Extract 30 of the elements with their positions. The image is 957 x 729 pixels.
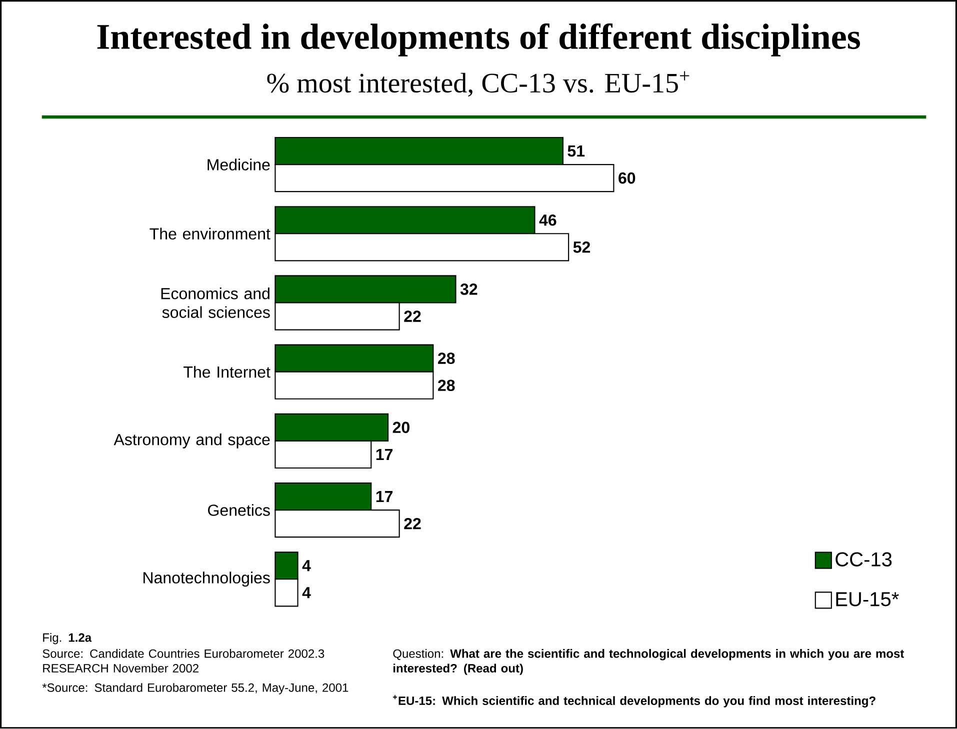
data-label: 22	[404, 310, 421, 322]
data-label: 60	[618, 172, 636, 184]
text: $^{+}$EU-15: Which scientific and technical developments do you find most interesting?	[392, 695, 876, 708]
y-tick-label: Genetics	[208, 504, 270, 516]
data-label: 17	[376, 449, 393, 460]
y-tick-label: Nanotechnologies	[144, 572, 270, 587]
data-label: 28	[438, 352, 455, 364]
data-label: 17	[376, 491, 393, 502]
data-label: 46	[539, 214, 556, 226]
text: Question: What are the scientific and technological developments in which you are most interested? (Read out)	[393, 649, 904, 676]
data-label: 20	[392, 422, 410, 434]
data-label: 52	[573, 242, 590, 253]
text: *Source: Standard Eurobarometer 55.2, May-June, 2001	[42, 683, 348, 694]
data-label: 4	[302, 560, 311, 572]
data-label: 51	[568, 146, 585, 157]
y-tick-label: The Internet	[184, 366, 270, 378]
source-note: Source: Candidate Countries Eurobarometer 2002.3 RESEARCH November 2002	[42, 649, 324, 673]
text: Fig. 1.2a	[43, 633, 92, 644]
legend-label: CC-13	[836, 552, 892, 567]
data-label: 28	[438, 380, 455, 392]
data-label: 32	[460, 284, 478, 296]
data-label: 22	[404, 518, 421, 530]
y-tick-label: The environment	[150, 228, 270, 240]
y-tick-label: Medicine	[208, 158, 270, 171]
chart-subtitle: % most interested, CC-13 vs. EU-15$^{+}$	[267, 71, 690, 97]
chart-title: Interested in developments of different disciplines	[97, 24, 860, 57]
y-tick-label: Economics and social sciences	[161, 288, 270, 318]
data-label: 4	[302, 587, 311, 598]
legend-label: EU-15*	[836, 592, 899, 606]
y-tick-label: Astronomy and space	[114, 434, 270, 449]
